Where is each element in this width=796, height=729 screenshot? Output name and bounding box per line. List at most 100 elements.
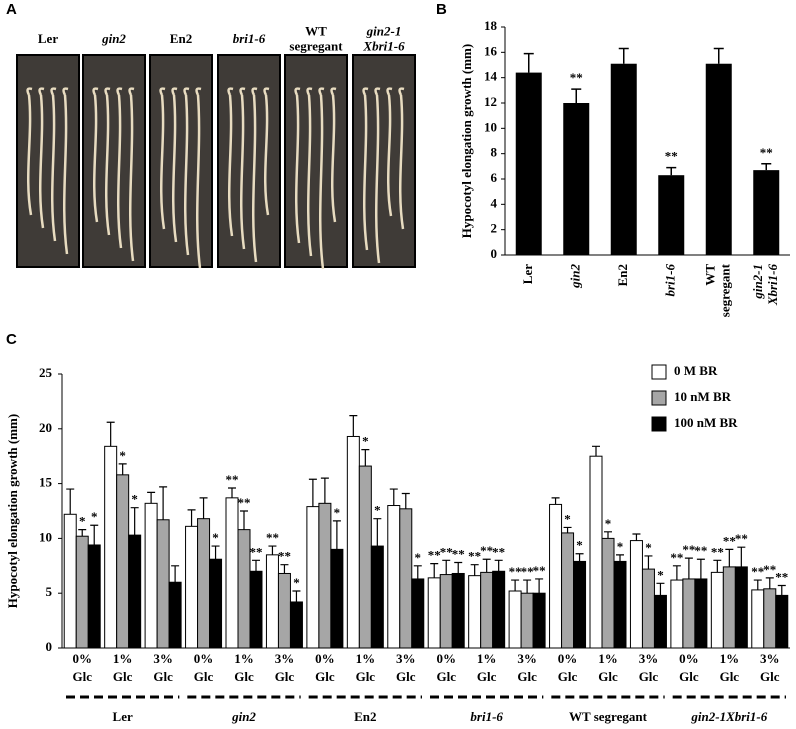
error-bar bbox=[575, 553, 584, 562]
x-tick-label: 1% Glc bbox=[477, 651, 497, 684]
significance: * bbox=[617, 539, 624, 554]
photo-caption: gin2-1 Xbri1-6 bbox=[362, 23, 405, 53]
group-label: gin2 bbox=[231, 709, 256, 724]
significance: ** bbox=[763, 562, 776, 577]
bar bbox=[168, 581, 182, 649]
significance: ** bbox=[670, 550, 683, 565]
bar bbox=[589, 455, 603, 649]
seedling bbox=[104, 87, 111, 236]
error-bar bbox=[666, 166, 677, 176]
error-bar bbox=[90, 524, 99, 545]
seedling bbox=[227, 87, 234, 237]
bar bbox=[75, 535, 89, 649]
bar bbox=[515, 72, 542, 255]
y-tick-label: 4 bbox=[491, 195, 498, 210]
error-bar bbox=[765, 577, 774, 589]
bar bbox=[658, 175, 685, 255]
bar bbox=[387, 505, 401, 649]
bar bbox=[610, 63, 637, 255]
bar bbox=[563, 103, 590, 255]
error-bar bbox=[280, 564, 289, 574]
bar bbox=[209, 558, 223, 649]
significance: ** bbox=[440, 544, 453, 559]
seedling bbox=[62, 87, 69, 255]
x-tick-label: 1% Glc bbox=[720, 651, 740, 684]
seedling bbox=[116, 87, 123, 249]
legend-swatch bbox=[651, 364, 667, 380]
seedling bbox=[330, 87, 337, 223]
group-label: Ler bbox=[113, 709, 133, 724]
bar bbox=[237, 529, 251, 649]
photo bbox=[217, 54, 281, 268]
significance: * bbox=[362, 434, 369, 449]
bar bbox=[508, 590, 522, 649]
significance: ** bbox=[533, 563, 546, 578]
x-tick-label: 0% Glc bbox=[436, 651, 456, 684]
bar bbox=[520, 592, 534, 649]
y-tick-label: 8 bbox=[491, 145, 498, 160]
bar bbox=[185, 525, 199, 649]
group-label: bri1-6 bbox=[470, 709, 503, 724]
photo-caption: Ler bbox=[38, 31, 58, 46]
x-tick-label: WTsegregant bbox=[702, 263, 732, 317]
y-tick-label: 18 bbox=[484, 18, 498, 33]
x-tick-label: 0% Glc bbox=[679, 651, 699, 684]
significance: ** bbox=[266, 530, 279, 545]
error-bar bbox=[373, 518, 382, 547]
bar bbox=[265, 554, 279, 649]
error-bar bbox=[349, 415, 358, 437]
x-tick-label: 3% Glc bbox=[760, 651, 780, 684]
significance: * bbox=[605, 516, 612, 531]
bar bbox=[751, 589, 765, 649]
x-tick-label: 3% Glc bbox=[517, 651, 537, 684]
error-bar bbox=[523, 52, 534, 73]
panel-label: B bbox=[436, 1, 447, 18]
bar bbox=[722, 566, 736, 649]
y-tick-label: 14 bbox=[484, 69, 498, 84]
y-tick-label: 20 bbox=[39, 420, 52, 435]
bar bbox=[197, 518, 211, 649]
significance: ** bbox=[480, 543, 493, 558]
significance: * bbox=[645, 540, 652, 555]
significance: ** bbox=[570, 70, 583, 85]
x-tick-label: 0% Glc bbox=[194, 651, 214, 684]
significance: ** bbox=[735, 531, 748, 546]
seedling bbox=[386, 87, 393, 217]
significance: * bbox=[79, 514, 86, 529]
photo-caption: bri1-6 bbox=[233, 31, 266, 46]
bar bbox=[249, 570, 263, 649]
y-tick-label: 10 bbox=[484, 119, 497, 134]
error-bar bbox=[644, 555, 653, 570]
error-bar bbox=[696, 558, 705, 579]
error-bar bbox=[401, 492, 410, 509]
x-tick-label: En2 bbox=[615, 264, 630, 286]
seedling bbox=[50, 87, 57, 242]
x-tick-label: 3% Glc bbox=[639, 651, 659, 684]
x-tick-label: 3% Glc bbox=[153, 651, 173, 684]
group-label: gin2-1Xbri1-6 bbox=[690, 709, 767, 724]
significance: ** bbox=[428, 548, 441, 563]
significance: ** bbox=[760, 145, 773, 160]
significance: ** bbox=[682, 542, 695, 557]
error-bar bbox=[684, 557, 693, 579]
bar bbox=[399, 508, 413, 649]
seedling bbox=[398, 87, 405, 230]
seedling bbox=[306, 87, 313, 257]
photo-caption: En2 bbox=[170, 31, 192, 46]
error-bar bbox=[389, 488, 398, 506]
error-bar bbox=[494, 559, 503, 572]
error-bar bbox=[187, 509, 196, 527]
significance: * bbox=[293, 575, 300, 590]
error-bar bbox=[511, 579, 520, 592]
photo-caption: WT segregant bbox=[289, 23, 343, 53]
error-bar bbox=[672, 565, 681, 581]
error-bar bbox=[563, 526, 572, 533]
bar bbox=[670, 579, 684, 649]
x-tick-label: 1% Glc bbox=[234, 651, 254, 684]
seedling bbox=[294, 87, 301, 244]
significance: ** bbox=[694, 543, 707, 558]
bar bbox=[289, 601, 303, 649]
significance: * bbox=[374, 503, 381, 518]
significance: ** bbox=[711, 544, 724, 559]
